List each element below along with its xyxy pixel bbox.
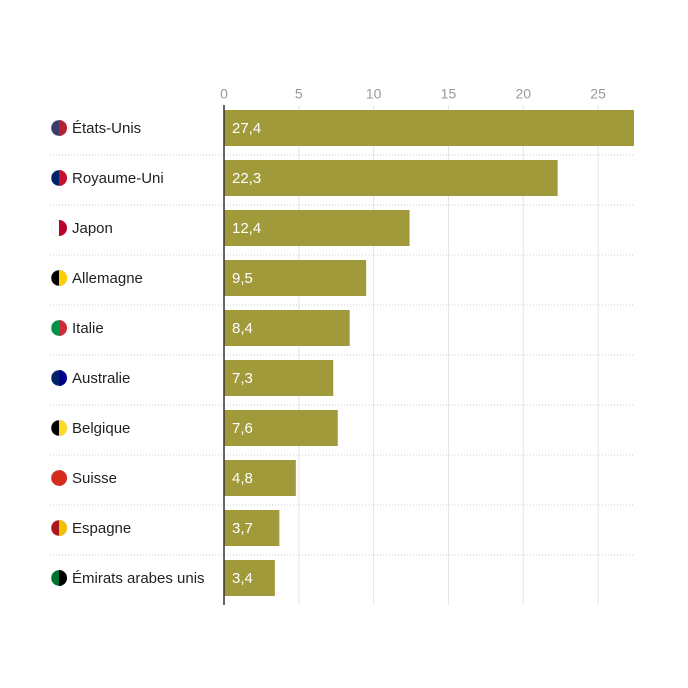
flag-icon [59, 120, 67, 136]
bar [224, 510, 280, 546]
value-label: 7,3 [232, 370, 253, 387]
bar [224, 360, 334, 396]
category-label: Suisse [72, 470, 117, 487]
category-label: Espagne [72, 520, 131, 537]
flag-icon [59, 320, 67, 336]
flag-icon [59, 270, 67, 286]
bar [224, 160, 558, 196]
value-label: 22,3 [232, 170, 261, 187]
flag-icon [59, 220, 67, 236]
value-label: 27,4 [232, 120, 261, 137]
bar [224, 560, 275, 596]
bar [224, 310, 350, 346]
value-label: 3,7 [232, 520, 253, 537]
value-label: 12,4 [232, 220, 261, 237]
category-label: Allemagne [72, 270, 143, 287]
value-label: 8,4 [232, 320, 253, 337]
value-label: 7,6 [232, 420, 253, 437]
x-tick-label: 15 [441, 86, 457, 102]
value-label: 3,4 [232, 570, 253, 587]
x-tick-label: 10 [366, 86, 382, 102]
category-label: Belgique [72, 420, 130, 437]
category-label: Italie [72, 320, 104, 337]
x-tick-label: 25 [590, 86, 606, 102]
x-tick-label: 20 [515, 86, 531, 102]
bar [224, 110, 634, 146]
flag-icon [59, 370, 67, 386]
category-label: Australie [72, 370, 130, 387]
bar [224, 210, 410, 246]
x-tick-label: 5 [295, 86, 303, 102]
flag-icon [59, 470, 67, 486]
value-label: 4,8 [232, 470, 253, 487]
value-label: 9,5 [232, 270, 253, 287]
category-label: Royaume-Uni [72, 170, 164, 187]
x-tick-label: 0 [220, 86, 228, 102]
bar [224, 460, 296, 496]
flag-icon [59, 420, 67, 436]
category-label: États-Unis [72, 120, 141, 137]
category-label: Japon [72, 220, 113, 237]
flag-icon [59, 520, 67, 536]
bar [224, 260, 367, 296]
bar [224, 410, 338, 446]
category-label: Émirats arabes unis [72, 570, 205, 587]
flag-icon [59, 170, 67, 186]
flag-icon [59, 570, 67, 586]
